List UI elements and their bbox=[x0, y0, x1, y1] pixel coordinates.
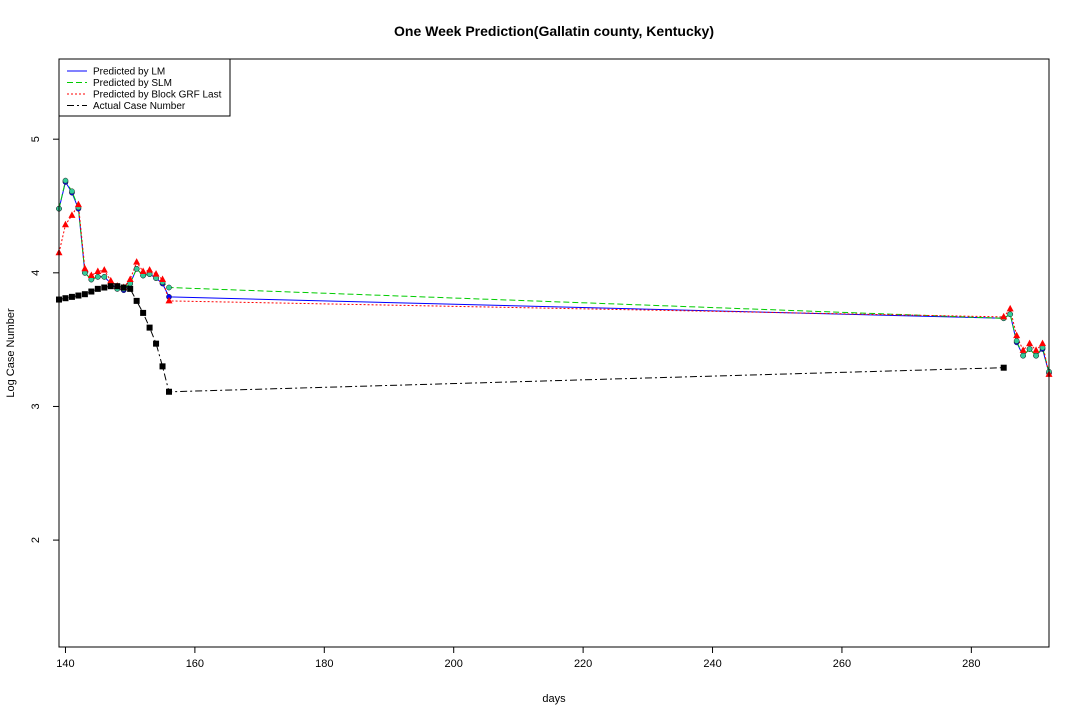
plot-markers bbox=[55, 177, 1053, 395]
series-line-predicted-by-lm bbox=[58, 180, 1050, 374]
point-predicted-by-block-grf-last bbox=[133, 258, 141, 265]
point-actual-case-number bbox=[114, 283, 121, 290]
point-actual-case-number bbox=[140, 309, 147, 316]
x-tick-label: 180 bbox=[315, 658, 333, 670]
point-predicted-by-slm bbox=[101, 273, 108, 280]
point-predicted-by-block-grf-last bbox=[100, 266, 108, 273]
x-tick-label: 260 bbox=[833, 658, 851, 670]
point-actual-case-number bbox=[68, 293, 75, 300]
legend-entry: Actual Case Number bbox=[93, 101, 186, 112]
point-actual-case-number bbox=[107, 283, 114, 290]
x-tick-label: 240 bbox=[703, 658, 721, 670]
point-predicted-by-block-grf-last bbox=[152, 270, 160, 277]
chart-title: One Week Prediction(Gallatin county, Ken… bbox=[394, 23, 714, 39]
point-actual-case-number bbox=[166, 388, 172, 395]
x-axis-label: days bbox=[542, 693, 566, 705]
legend-box bbox=[58, 58, 231, 117]
y-tick-label: 4 bbox=[30, 270, 42, 276]
point-actual-case-number bbox=[62, 295, 69, 302]
point-predicted-by-block-grf-last bbox=[1032, 346, 1040, 353]
y-tick-label: 3 bbox=[30, 403, 42, 409]
point-actual-case-number bbox=[120, 284, 127, 291]
point-predicted-by-slm bbox=[1007, 311, 1014, 318]
point-predicted-by-block-grf-last bbox=[159, 275, 167, 282]
point-predicted-by-block-grf-last bbox=[81, 264, 89, 272]
point-actual-case-number bbox=[127, 285, 134, 292]
point-predicted-by-slm bbox=[1020, 352, 1026, 359]
point-predicted-by-block-grf-last bbox=[1006, 304, 1014, 312]
point-predicted-by-block-grf-last bbox=[139, 267, 147, 274]
y-tick-label: 5 bbox=[30, 136, 42, 142]
legend-entry: Predicted by SLM bbox=[93, 78, 172, 89]
series-line-actual-case-number bbox=[58, 285, 1004, 393]
point-predicted-by-block-grf-last bbox=[1019, 346, 1027, 353]
x-tick-label: 220 bbox=[574, 658, 592, 670]
point-actual-case-number bbox=[75, 292, 82, 299]
point-actual-case-number bbox=[133, 297, 140, 304]
point-actual-case-number bbox=[1000, 364, 1007, 371]
point-predicted-by-slm bbox=[94, 273, 101, 280]
point-predicted-by-block-grf-last bbox=[146, 266, 154, 273]
x-tick-label: 160 bbox=[186, 658, 204, 670]
point-predicted-by-block-grf-last bbox=[68, 211, 76, 218]
legend-entry: Predicted by Block GRF Last bbox=[93, 90, 222, 101]
point-predicted-by-block-grf-last bbox=[87, 271, 95, 278]
point-predicted-by-slm bbox=[1033, 352, 1039, 359]
point-predicted-by-slm bbox=[133, 265, 140, 272]
point-predicted-by-block-grf-last bbox=[1026, 339, 1034, 347]
point-predicted-by-slm bbox=[62, 177, 69, 184]
point-actual-case-number bbox=[101, 284, 108, 291]
y-axis-label: Log Case Number bbox=[5, 308, 17, 398]
point-actual-case-number bbox=[159, 363, 166, 370]
y-tick-label: 2 bbox=[30, 537, 42, 543]
point-predicted-by-block-grf-last bbox=[1013, 331, 1021, 339]
point-predicted-by-slm bbox=[69, 188, 75, 195]
point-predicted-by-slm bbox=[166, 284, 172, 291]
point-predicted-by-block-grf-last bbox=[1000, 312, 1008, 320]
point-predicted-by-block-grf-last bbox=[61, 220, 69, 228]
point-predicted-by-block-grf-last bbox=[1039, 339, 1047, 347]
point-predicted-by-block-grf-last bbox=[94, 267, 102, 274]
point-predicted-by-block-grf-last bbox=[107, 276, 115, 284]
point-predicted-by-slm bbox=[1013, 338, 1020, 344]
x-axis: 140 160 180 200 220 240 260 280 bbox=[56, 647, 981, 670]
point-actual-case-number bbox=[146, 324, 153, 331]
y-axis: 2 3 4 5 bbox=[30, 136, 59, 543]
point-actual-case-number bbox=[88, 288, 95, 295]
point-actual-case-number bbox=[81, 291, 88, 298]
point-predicted-by-block-grf-last bbox=[165, 296, 173, 304]
plot-frame bbox=[58, 58, 1050, 648]
point-predicted-by-slm bbox=[1026, 346, 1033, 352]
point-actual-case-number bbox=[153, 340, 160, 347]
point-predicted-by-block-grf-last bbox=[126, 275, 134, 282]
plot-lines bbox=[58, 179, 1050, 393]
point-actual-case-number bbox=[94, 285, 101, 292]
x-tick-label: 200 bbox=[445, 658, 463, 670]
series-line-predicted-by-slm bbox=[58, 179, 1050, 372]
point-predicted-by-block-grf-last bbox=[74, 200, 82, 208]
x-tick-label: 280 bbox=[962, 658, 980, 670]
series-line-predicted-by-block-grf-last bbox=[58, 203, 1050, 375]
legend-entry: Predicted by LM bbox=[93, 67, 165, 78]
x-tick-label: 140 bbox=[56, 658, 74, 670]
